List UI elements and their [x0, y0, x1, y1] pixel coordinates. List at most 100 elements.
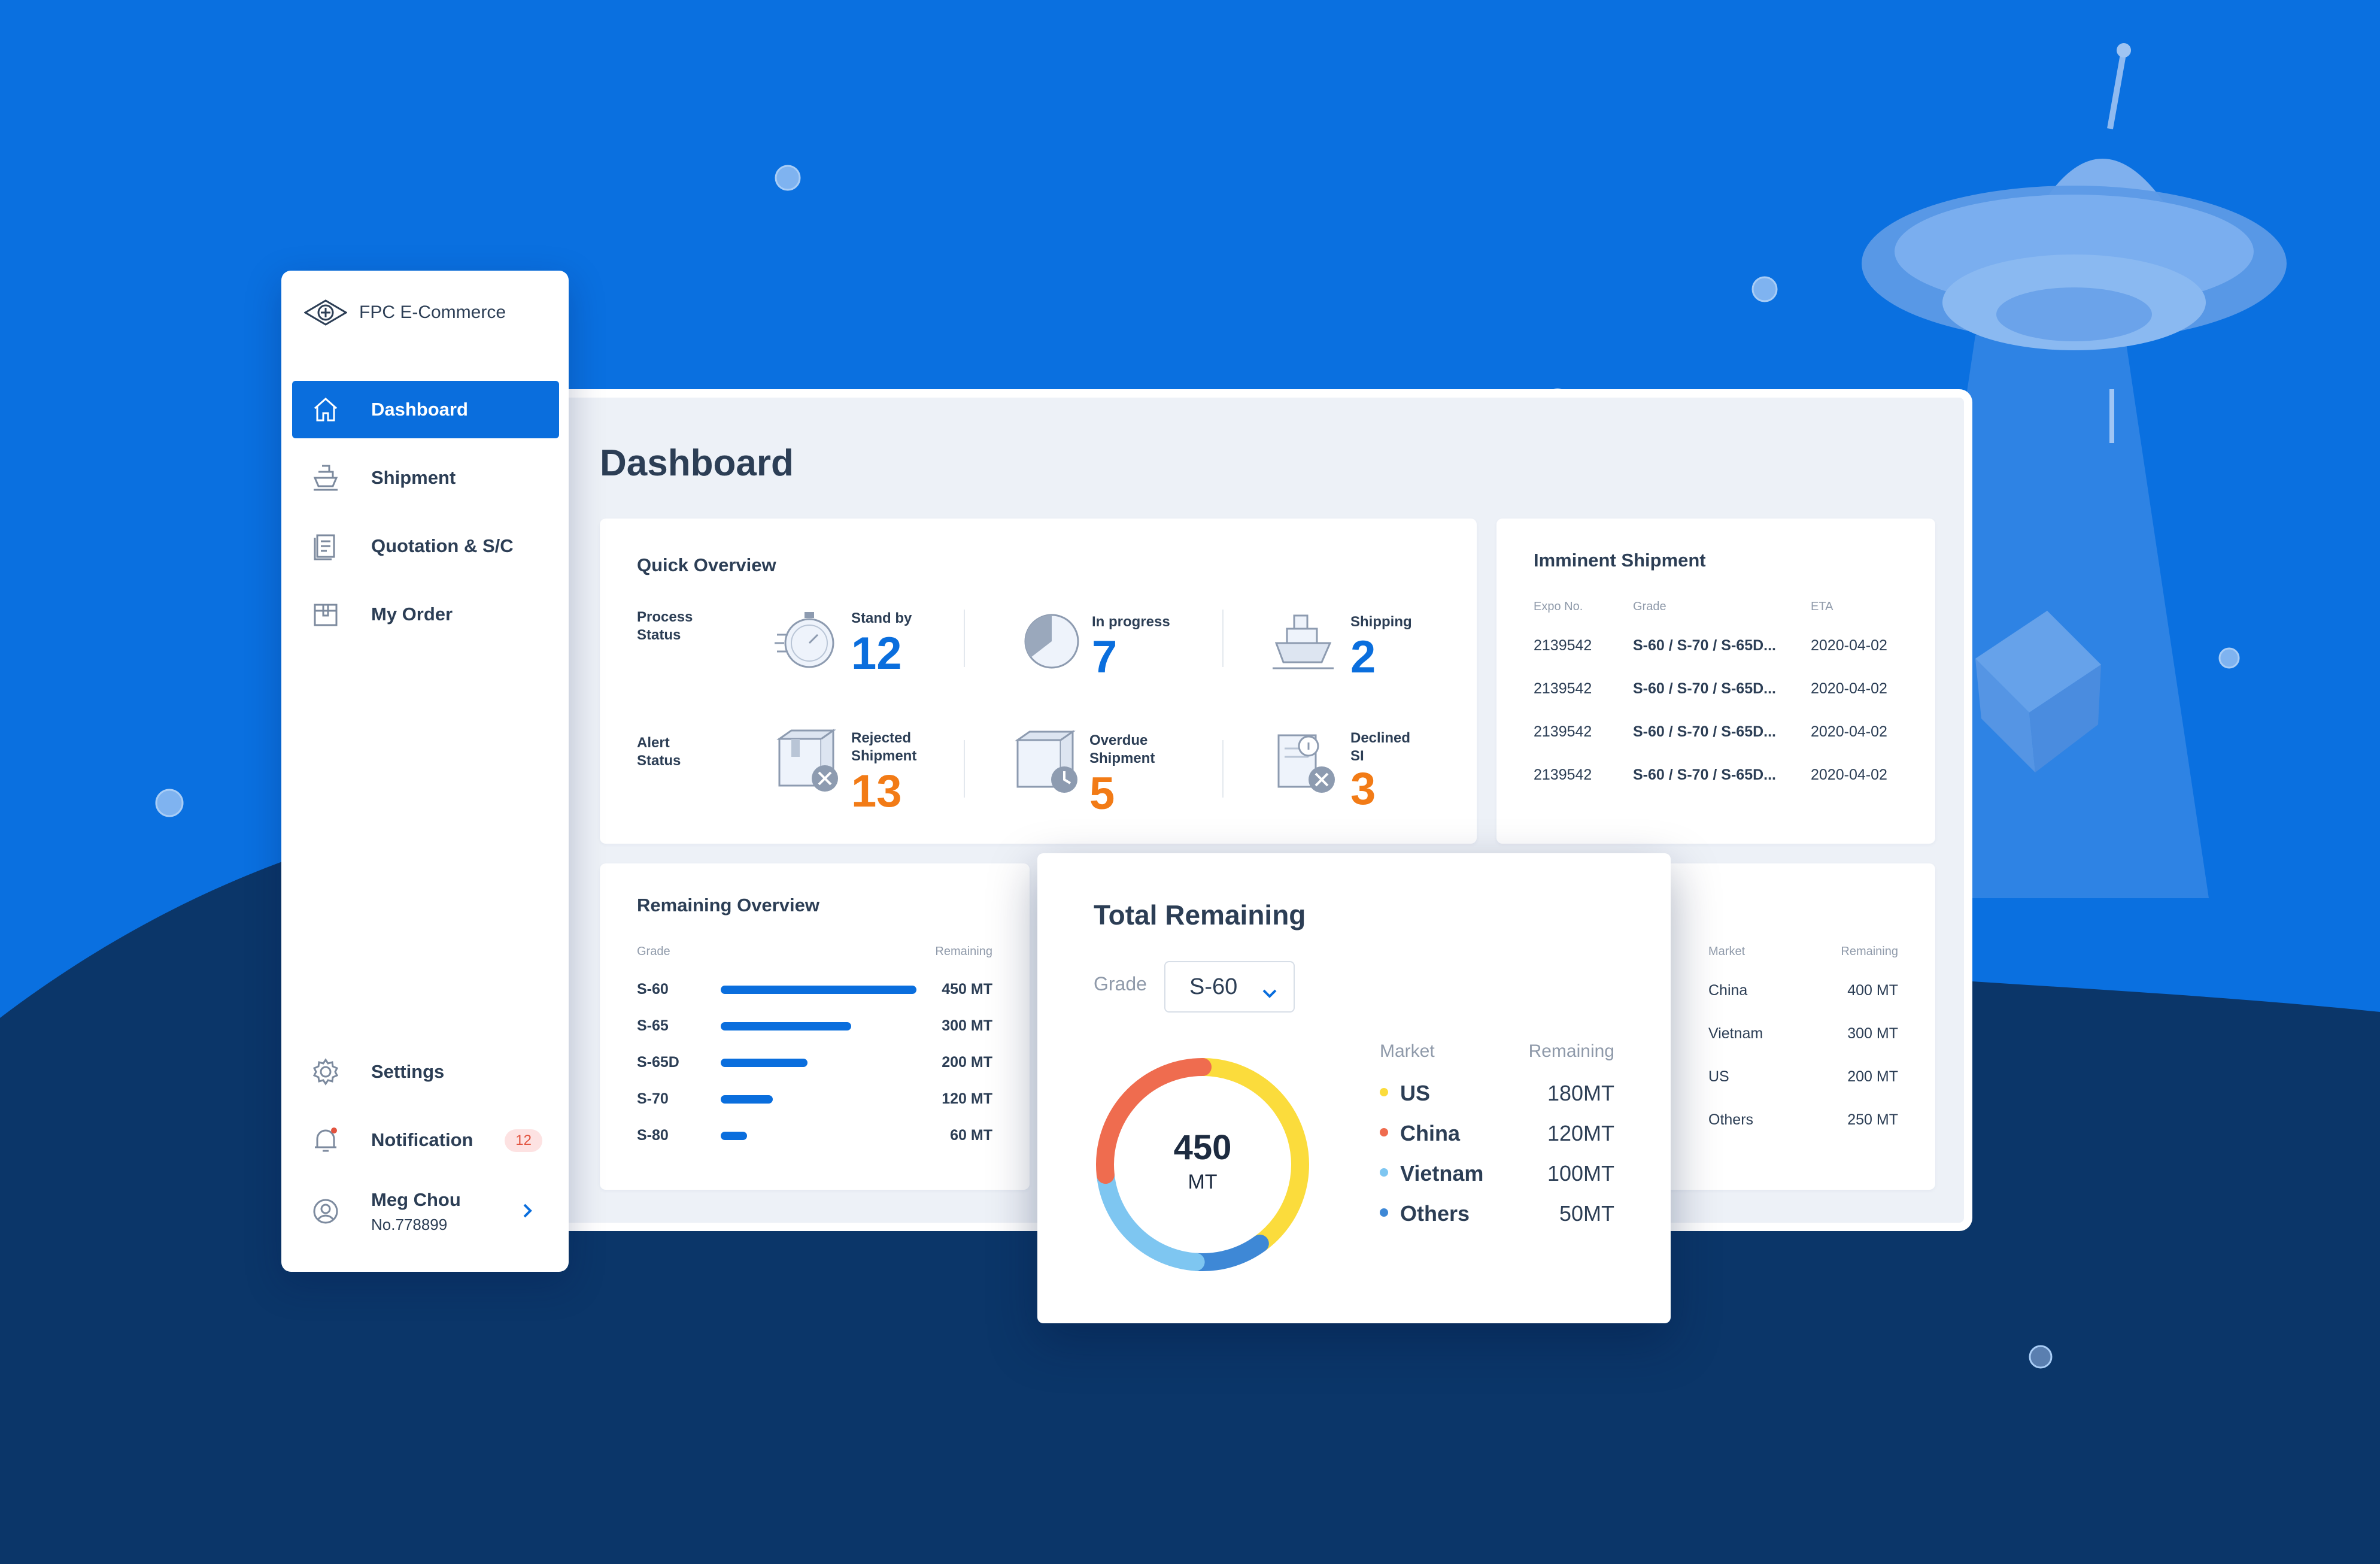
legend-dot: [1380, 1168, 1388, 1177]
eta-cell: 2020-04-02: [1811, 723, 1887, 740]
column-header-market: Market: [1708, 945, 1745, 958]
grade-select[interactable]: S-60: [1164, 961, 1295, 1013]
fpc-logo-icon: [304, 299, 347, 326]
remaining-bar: [721, 1022, 851, 1030]
grade-cell: S-60 / S-70 / S-65D...: [1633, 766, 1776, 783]
sidebar-item-notification[interactable]: Notification 12: [292, 1111, 559, 1169]
eta-cell: 2020-04-02: [1811, 637, 1887, 654]
remaining-value: 200 MT: [942, 1054, 992, 1071]
grade-cell: S-65: [637, 1017, 669, 1034]
in-progress-label: In progress: [1092, 614, 1170, 630]
sidebar-item-my-order[interactable]: My Order: [292, 586, 559, 643]
column-header-grade: Grade: [1633, 600, 1666, 613]
process-status-label: Process Status: [637, 609, 693, 643]
legend-dot: [1380, 1088, 1388, 1096]
legend-market: Vietnam: [1400, 1161, 1484, 1186]
stopwatch-icon: [775, 612, 834, 668]
remaining-value: 60 MT: [950, 1127, 992, 1144]
quick-overview-panel: Quick Overview Process Status Alert Stat…: [600, 519, 1477, 844]
remaining-bar: [721, 986, 916, 994]
remaining-cell: 250 MT: [1847, 1111, 1898, 1128]
user-profile[interactable]: Meg Chou No.778899: [292, 1178, 559, 1244]
imminent-shipment-panel: Imminent Shipment Expo No. Grade ETA 213…: [1496, 519, 1935, 844]
stand-by-count[interactable]: 12: [851, 628, 902, 679]
grade-label: Grade: [1094, 973, 1147, 995]
legend-value: 120MT: [1547, 1121, 1614, 1145]
notification-count-badge: 12: [505, 1129, 542, 1152]
overdue-shipment-label: Overdue Shipment: [1089, 732, 1155, 766]
grade-select-value: S-60: [1189, 974, 1238, 999]
remaining-cell: 400 MT: [1847, 982, 1898, 999]
donut-slice-us[interactable]: [1194, 1058, 1309, 1253]
ship-icon: [309, 461, 342, 495]
remaining-cell: 200 MT: [1847, 1068, 1898, 1085]
sidebar-item-label: Quotation & S/C: [371, 535, 514, 556]
market-header: Market: [1380, 1041, 1435, 1061]
app-logo[interactable]: FPC E-Commerce: [304, 298, 506, 327]
dashboard-window: Dashboard Quick Overview Process Status …: [569, 389, 1972, 1231]
rejected-shipment-label: Rejected Shipment: [851, 730, 917, 764]
pie-progress-icon: [1024, 614, 1079, 669]
declined-si-count[interactable]: 3: [1350, 763, 1376, 814]
grade-cell: S-60 / S-70 / S-65D...: [1633, 723, 1776, 740]
legend-market: China: [1400, 1121, 1461, 1145]
user-number: No.778899: [371, 1215, 448, 1233]
sidebar-item-quotation[interactable]: Quotation & S/C: [292, 517, 559, 575]
donut-slice-china[interactable]: [1096, 1058, 1212, 1184]
market-cell: US: [1708, 1068, 1729, 1085]
column-header-remaining: Remaining: [1841, 945, 1898, 958]
distribution-panel: on Market Remaining ... China 400 MT ...…: [1649, 863, 1935, 1190]
sidebar-item-shipment[interactable]: Shipment: [292, 449, 559, 507]
imminent-shipment-title: Imminent Shipment: [1534, 550, 1706, 571]
sidebar-item-dashboard[interactable]: Dashboard: [292, 381, 559, 438]
remaining-cell: 300 MT: [1847, 1025, 1898, 1042]
donut-total-value: 450: [1173, 1128, 1232, 1167]
shipping-count[interactable]: 2: [1350, 632, 1376, 683]
rejected-shipment-count[interactable]: 13: [851, 766, 902, 817]
grade-cell: S-65D: [637, 1054, 679, 1071]
expo-no-cell: 2139542: [1534, 637, 1592, 654]
sidebar-item-label: Dashboard: [371, 399, 468, 420]
document-icon: [309, 529, 342, 563]
expo-no-cell: 2139542: [1534, 723, 1592, 740]
declined-si-label: Declined SI: [1350, 730, 1411, 764]
total-remaining-card: Total Remaining Grade S-60 450 MT Market…: [1037, 853, 1671, 1323]
legend-value: 100MT: [1547, 1161, 1614, 1186]
eta-cell: 2020-04-02: [1811, 766, 1887, 783]
overdue-shipment-count[interactable]: 5: [1089, 768, 1115, 819]
home-icon: [309, 393, 342, 426]
sidebar-item-settings[interactable]: Settings: [292, 1043, 559, 1101]
legend-market: Others: [1400, 1201, 1470, 1226]
legend-market: US: [1400, 1081, 1431, 1105]
ufo-illustration: [1862, 43, 2287, 443]
grade-cell: S-80: [637, 1127, 669, 1144]
ship-icon: [1273, 614, 1334, 669]
remaining-bar: [721, 1132, 747, 1140]
remaining-overview-panel: Remaining Overview Grade Remaining S-60 4…: [600, 863, 1030, 1190]
bell-icon: [309, 1123, 342, 1157]
remaining-value: 300 MT: [942, 1017, 992, 1034]
market-cell: Others: [1708, 1111, 1754, 1128]
column-header-eta: ETA: [1811, 600, 1833, 613]
market-cell: China: [1708, 982, 1748, 999]
shipping-label: Shipping: [1350, 614, 1412, 630]
donut-chart: [1096, 1058, 1309, 1271]
box-icon: [309, 598, 342, 631]
sidebar-item-label: Notification: [371, 1129, 473, 1150]
legend-value: 180MT: [1547, 1081, 1614, 1105]
legend-value: 50MT: [1559, 1201, 1614, 1226]
remaining-value: 450 MT: [942, 981, 992, 998]
expo-no-cell: 2139542: [1534, 766, 1592, 783]
chevron-right-icon[interactable]: [521, 1201, 535, 1223]
grade-cell: S-60: [637, 981, 669, 998]
total-remaining-title: Total Remaining: [1094, 899, 1306, 930]
user-icon: [309, 1195, 342, 1228]
page-title: Dashboard: [600, 442, 794, 484]
expo-no-cell: 2139542: [1534, 680, 1592, 697]
in-progress-count[interactable]: 7: [1092, 632, 1118, 683]
donut-total-unit: MT: [1188, 1171, 1218, 1193]
donut-slice-others[interactable]: [1186, 1234, 1269, 1271]
donut-slice-vietnam[interactable]: [1096, 1166, 1205, 1271]
app-name: FPC E-Commerce: [359, 302, 506, 322]
alert-status-label: Alert Status: [637, 735, 681, 769]
